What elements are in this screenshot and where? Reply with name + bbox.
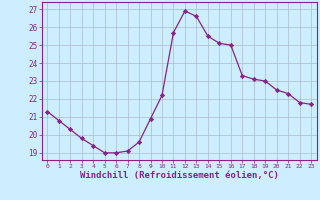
X-axis label: Windchill (Refroidissement éolien,°C): Windchill (Refroidissement éolien,°C) (80, 171, 279, 180)
